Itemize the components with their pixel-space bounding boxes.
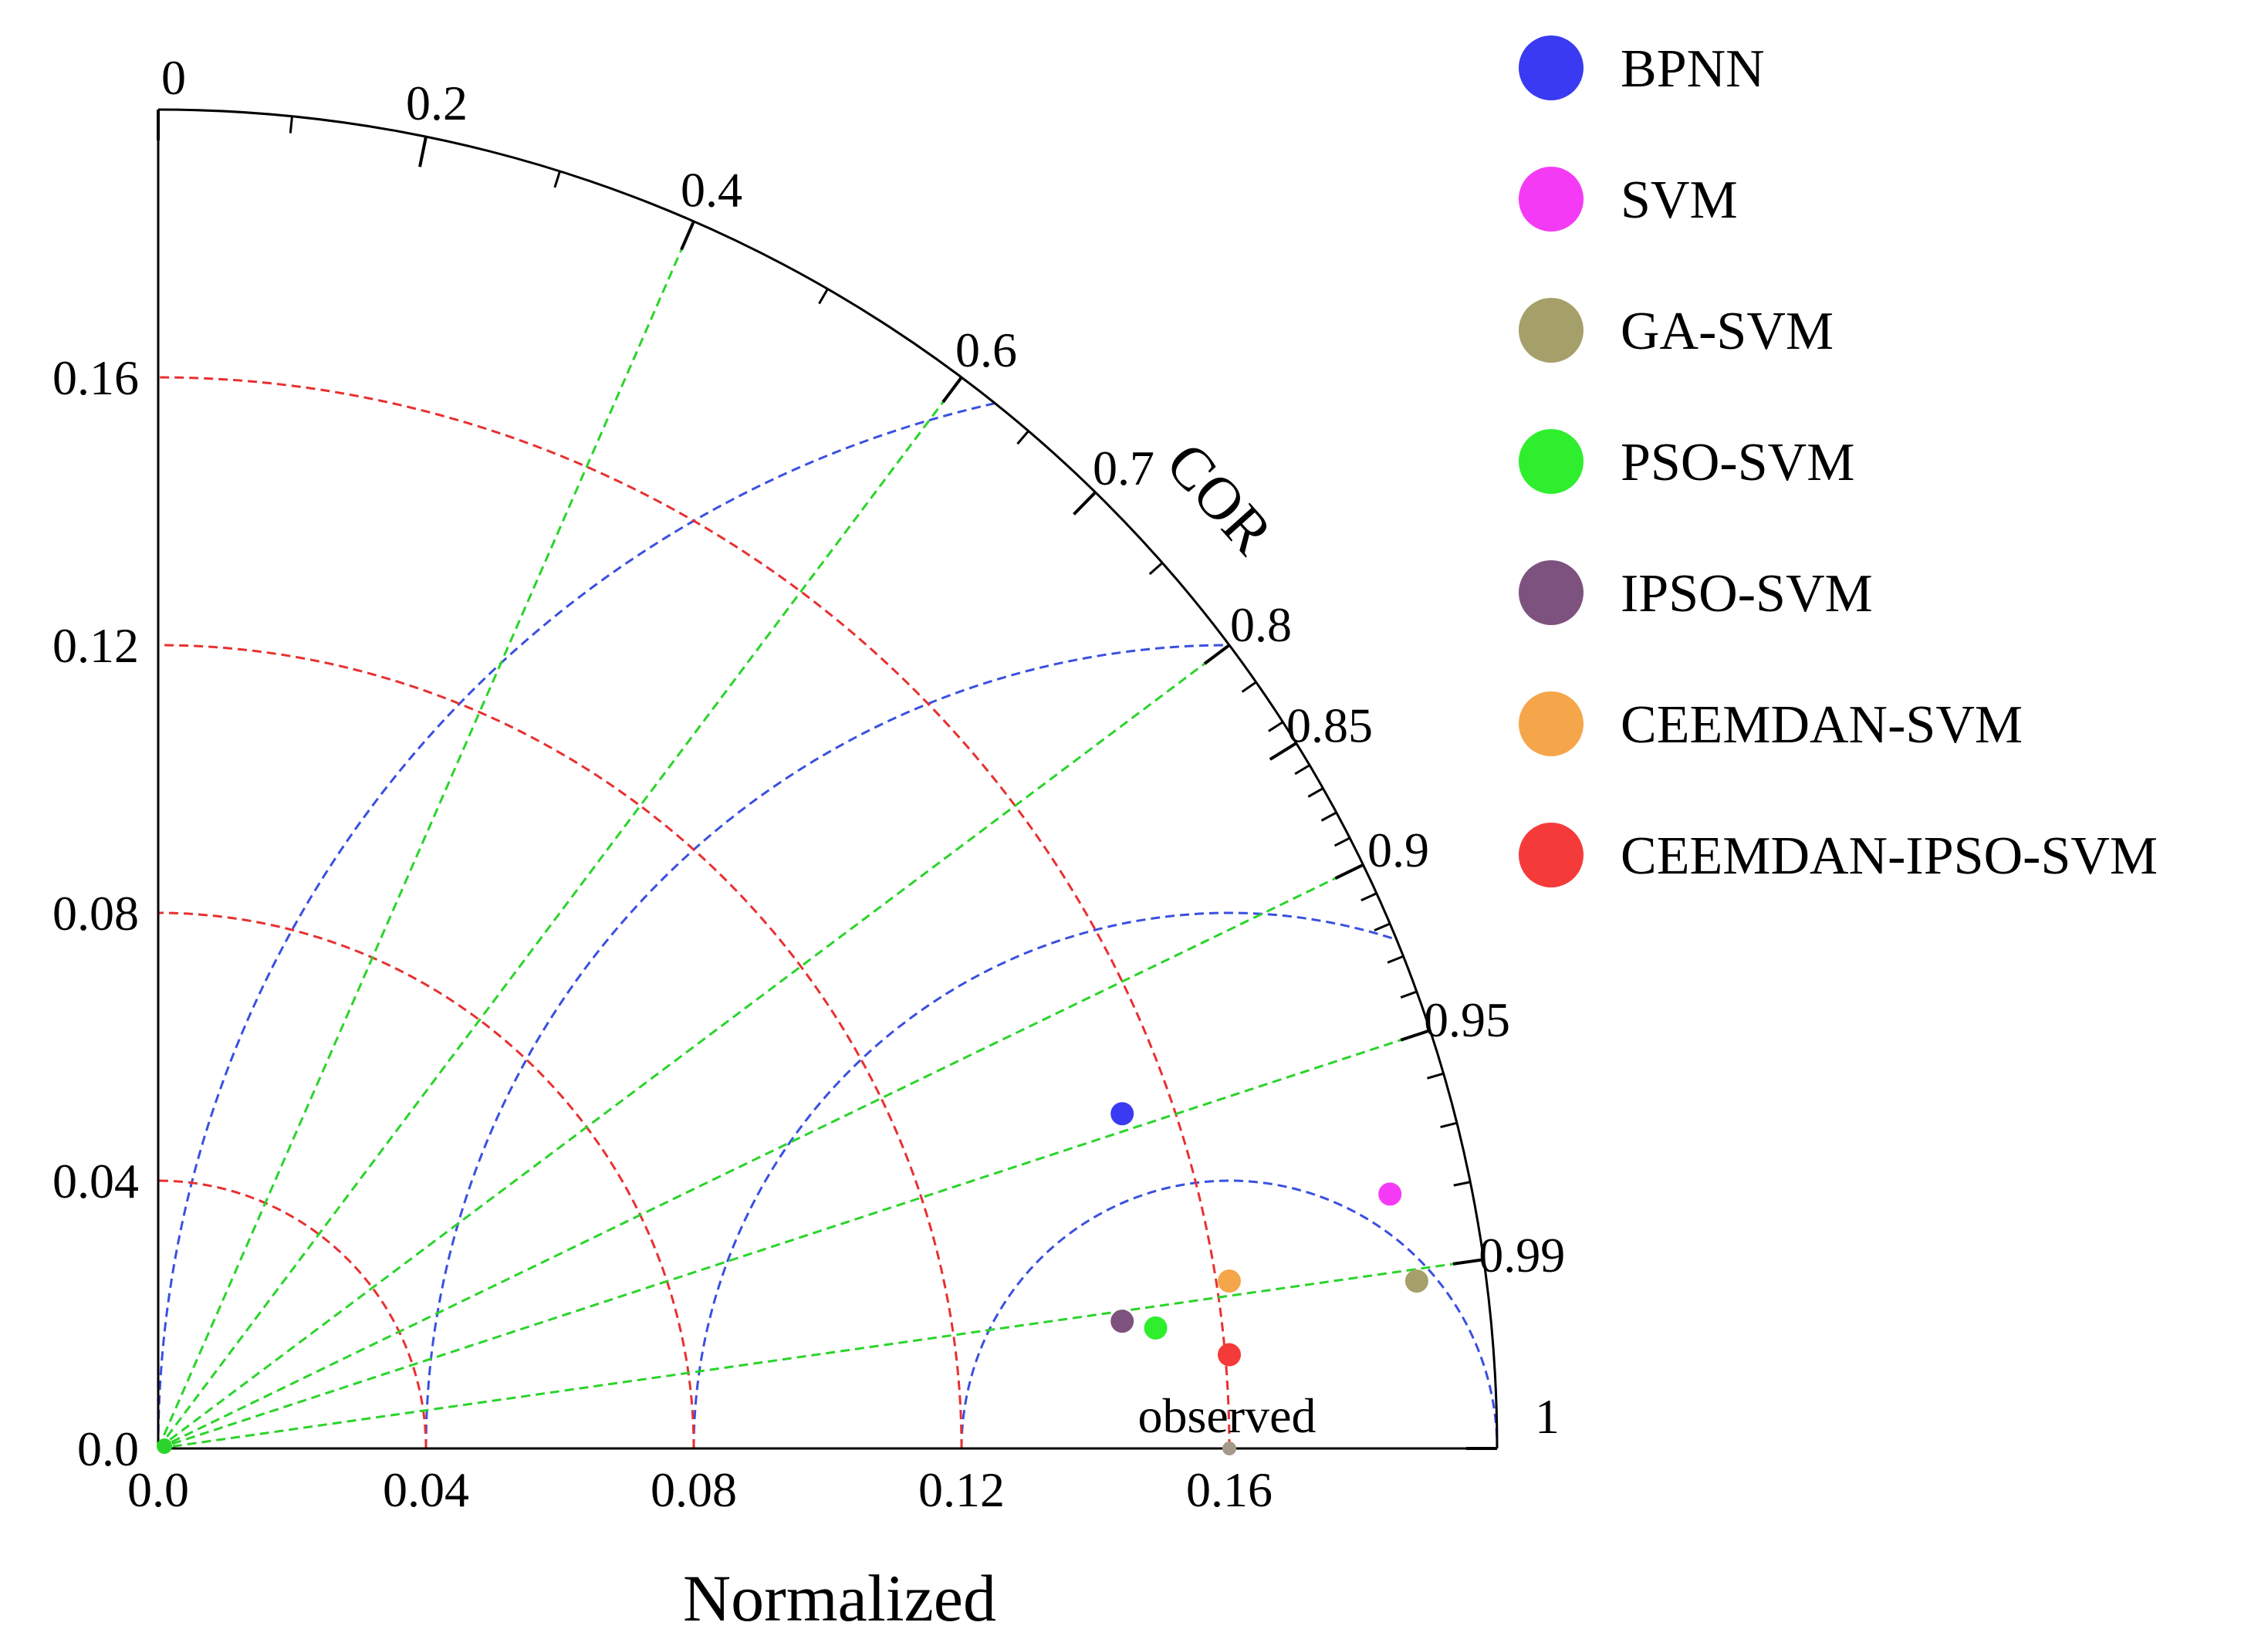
cor-major-tick xyxy=(1203,644,1231,665)
x-tick-label: 0.0 xyxy=(127,1462,189,1517)
cor-minor-tick xyxy=(1360,892,1377,902)
cor-minor-tick xyxy=(1453,1181,1471,1187)
legend-label: CEEMDAN-IPSO-SVM xyxy=(1621,826,2158,886)
correlation-line xyxy=(157,864,1364,1450)
x-tick-label: 0.16 xyxy=(1186,1462,1273,1517)
y-tick-label: 0.12 xyxy=(52,618,139,673)
cor-tick-label: 1 xyxy=(1535,1389,1560,1444)
rms-arc xyxy=(157,402,995,1449)
cor-tick-label: 0.9 xyxy=(1367,823,1429,877)
plot-frame xyxy=(157,108,1499,1450)
std-arcs xyxy=(157,376,1231,1449)
correlation-line xyxy=(157,221,695,1449)
cor-minor-tick xyxy=(818,288,829,305)
cor-minor-tick xyxy=(1307,787,1324,798)
y-tick-label: 0.16 xyxy=(52,350,139,405)
y-tick-label: 0.0 xyxy=(77,1421,139,1476)
legend-marker xyxy=(1519,167,1584,232)
origin-marker xyxy=(157,1438,172,1454)
cor-minor-tick xyxy=(1294,764,1310,776)
cor-major-tick xyxy=(1334,863,1364,880)
data-point xyxy=(1110,1310,1134,1333)
cor-minor-tick xyxy=(1148,562,1164,576)
cor-minor-tick xyxy=(1374,922,1391,932)
data-point xyxy=(1378,1182,1402,1206)
observed-point xyxy=(1222,1442,1236,1455)
correlation-line xyxy=(157,644,1230,1450)
data-points xyxy=(157,1102,1428,1455)
rms-arc xyxy=(960,1179,1499,1449)
ticks: 0.0 0.04 0.08 0.12 0.16 0.0 0.04 0.08 0.12 0.16 0 0… xyxy=(52,50,1565,1517)
cor-tick-label: 0.95 xyxy=(1424,992,1510,1047)
legend-marker xyxy=(1519,298,1584,363)
cor-tick-label: 0.6 xyxy=(955,323,1017,377)
cor-tick-label: 0.8 xyxy=(1230,597,1292,652)
std-arc xyxy=(157,911,695,1449)
legend-marker xyxy=(1519,560,1584,625)
cor-minor-tick xyxy=(1427,1072,1445,1080)
cor-major-tick xyxy=(941,376,963,404)
correlation-line xyxy=(157,1029,1431,1450)
data-point xyxy=(1404,1269,1428,1293)
std-arc xyxy=(157,1179,428,1449)
legend-label: IPSO-SVM xyxy=(1621,564,1873,624)
legend-marker xyxy=(1519,35,1584,100)
cor-major-tick xyxy=(418,136,428,167)
cor-major-tick xyxy=(1400,1029,1431,1042)
std-arc xyxy=(157,644,963,1449)
cor-minor-tick xyxy=(1268,721,1284,732)
correlation-arc xyxy=(157,108,1499,1449)
correlation-line xyxy=(157,377,963,1449)
x-tick-label: 0.04 xyxy=(383,1462,469,1517)
legend: BPNN SVM GA-SVM PSO-SVM IPSO-SVM CEEMDAN-SVM C… xyxy=(1519,35,2158,887)
cor-minor-tick xyxy=(1400,990,1418,999)
x-tick-label: 0.12 xyxy=(918,1462,1005,1517)
cor-axis-title: COR xyxy=(1154,430,1286,567)
legend-marker xyxy=(1519,823,1584,887)
observed-label: observed xyxy=(1137,1388,1316,1443)
data-point xyxy=(1110,1102,1134,1126)
legend-label: PSO-SVM xyxy=(1621,433,1854,492)
cor-major-tick xyxy=(1452,1258,1484,1266)
rms-arcs xyxy=(157,402,1499,1449)
data-point xyxy=(1218,1269,1241,1293)
y-tick-label: 0.04 xyxy=(52,1154,139,1208)
cor-major-tick xyxy=(1269,742,1297,761)
legend-marker xyxy=(1519,691,1584,756)
cor-major-tick xyxy=(1073,491,1097,515)
legend-label: GA-SVM xyxy=(1621,302,1834,361)
correlation-lines xyxy=(157,221,1484,1450)
x-axis-label: Normalized xyxy=(683,1561,996,1635)
data-point xyxy=(1218,1343,1241,1367)
cor-tick-label: 0 xyxy=(161,50,186,105)
cor-tick-label: 0.85 xyxy=(1286,698,1373,752)
cor-minor-tick xyxy=(1241,681,1257,693)
rms-arc xyxy=(424,644,1230,1449)
data-point xyxy=(1144,1316,1168,1340)
legend-label: SVM xyxy=(1621,171,1738,230)
rms-arc xyxy=(692,911,1398,1449)
correlation-line xyxy=(157,1258,1484,1450)
cor-minor-tick xyxy=(1320,811,1337,822)
std-arc xyxy=(157,376,1231,1449)
cor-major-tick xyxy=(680,221,695,251)
x-axis-title: Normalized xyxy=(683,1561,996,1635)
x-tick-label: 0.08 xyxy=(651,1462,737,1517)
cor-minor-tick xyxy=(1016,430,1029,445)
cor-tick-label: 0.7 xyxy=(1093,441,1154,495)
legend-label: CEEMDAN-SVM xyxy=(1621,695,2023,755)
legend-label: BPNN xyxy=(1621,39,1765,99)
cor-tick-label: 0.2 xyxy=(406,76,468,130)
cor-minor-tick xyxy=(289,116,293,134)
cor-minor-tick xyxy=(1387,955,1404,964)
cor-tick-label: 0.4 xyxy=(681,163,742,218)
legend-marker xyxy=(1519,429,1584,494)
cor-tick-label: 0.99 xyxy=(1479,1228,1565,1283)
cor-minor-tick xyxy=(553,171,561,188)
y-tick-label: 0.08 xyxy=(52,886,139,941)
cor-minor-tick xyxy=(1440,1121,1458,1129)
cor-minor-tick xyxy=(1333,837,1350,847)
